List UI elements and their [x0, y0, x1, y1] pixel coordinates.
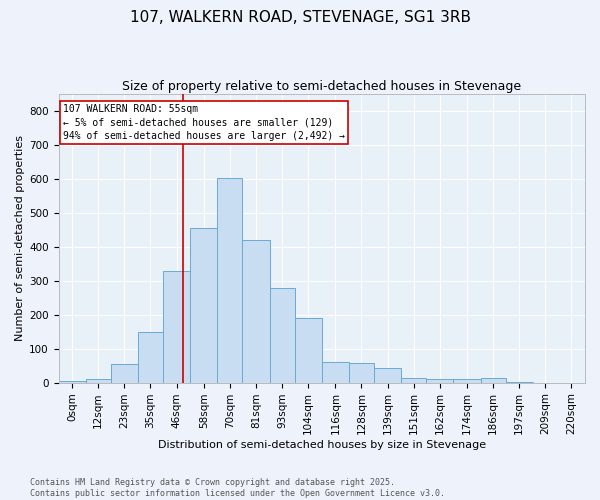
Bar [481, 378, 506, 382]
Text: 107, WALKERN ROAD, STEVENAGE, SG1 3RB: 107, WALKERN ROAD, STEVENAGE, SG1 3RB [130, 10, 470, 25]
Bar [217, 178, 242, 382]
Bar [86, 379, 111, 382]
Y-axis label: Number of semi-detached properties: Number of semi-detached properties [15, 136, 25, 342]
Bar [426, 379, 454, 382]
Bar [242, 240, 269, 382]
Bar [295, 318, 322, 382]
Bar [111, 364, 138, 382]
Bar [401, 378, 426, 382]
Bar [349, 364, 374, 382]
Bar [138, 332, 163, 382]
Bar [322, 362, 349, 382]
Bar [454, 379, 481, 382]
Bar [269, 288, 295, 382]
X-axis label: Distribution of semi-detached houses by size in Stevenage: Distribution of semi-detached houses by … [158, 440, 486, 450]
Bar [163, 270, 190, 382]
Title: Size of property relative to semi-detached houses in Stevenage: Size of property relative to semi-detach… [122, 80, 521, 93]
Bar [59, 381, 86, 382]
Bar [374, 368, 401, 382]
Text: 107 WALKERN ROAD: 55sqm
← 5% of semi-detached houses are smaller (129)
94% of se: 107 WALKERN ROAD: 55sqm ← 5% of semi-det… [63, 104, 345, 141]
Text: Contains HM Land Registry data © Crown copyright and database right 2025.
Contai: Contains HM Land Registry data © Crown c… [30, 478, 445, 498]
Bar [190, 228, 217, 382]
